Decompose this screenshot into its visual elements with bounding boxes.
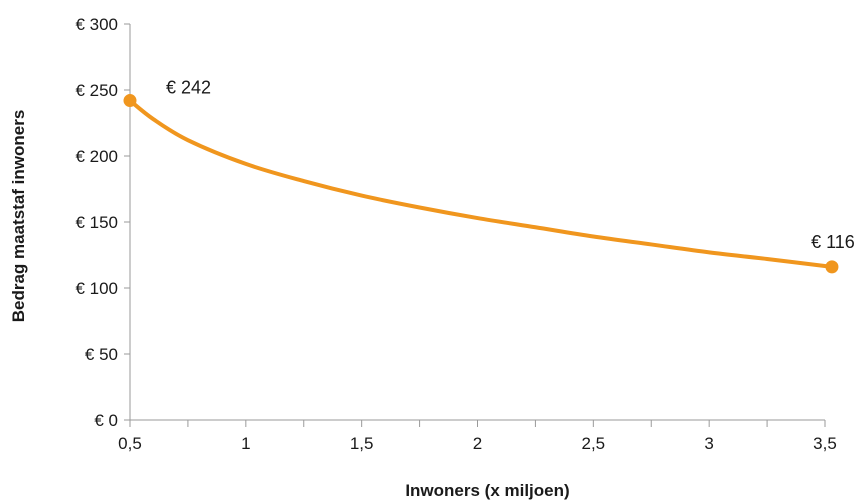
x-tick-label: 1	[241, 434, 250, 453]
data-labels: € 242 € 116	[123, 78, 855, 274]
data-point-marker	[825, 260, 839, 274]
y-tick-label: € 50	[85, 345, 118, 364]
y-tick-label: € 250	[75, 81, 118, 100]
y-tick-label: € 300	[75, 15, 118, 34]
y-tick-label: € 150	[75, 213, 118, 232]
x-tick-label: 2,5	[582, 434, 606, 453]
x-tick-label: 0,5	[118, 434, 142, 453]
y-axis-title: Bedrag maatstaf inwoners	[9, 110, 28, 323]
y-tick-label: € 100	[75, 279, 118, 298]
x-axis: 0,5 1 1,5 2 2,5 3 3,5	[118, 419, 837, 453]
data-point-marker	[123, 94, 137, 108]
x-axis-title: Inwoners (x miljoen)	[405, 481, 569, 500]
data-label: € 242	[166, 78, 211, 98]
x-tick-label: 2	[473, 434, 482, 453]
y-axis: € 0 € 50 € 100 € 150 € 200 € 250 € 300	[75, 15, 131, 430]
x-tick-label: 3,5	[813, 434, 837, 453]
x-tick-label: 1,5	[350, 434, 374, 453]
y-tick-label: € 200	[75, 147, 118, 166]
data-label: € 116	[811, 232, 855, 252]
y-tick-label: € 0	[94, 411, 118, 430]
series	[128, 98, 834, 269]
series-line	[128, 98, 834, 269]
x-tick-label: 3	[704, 434, 713, 453]
